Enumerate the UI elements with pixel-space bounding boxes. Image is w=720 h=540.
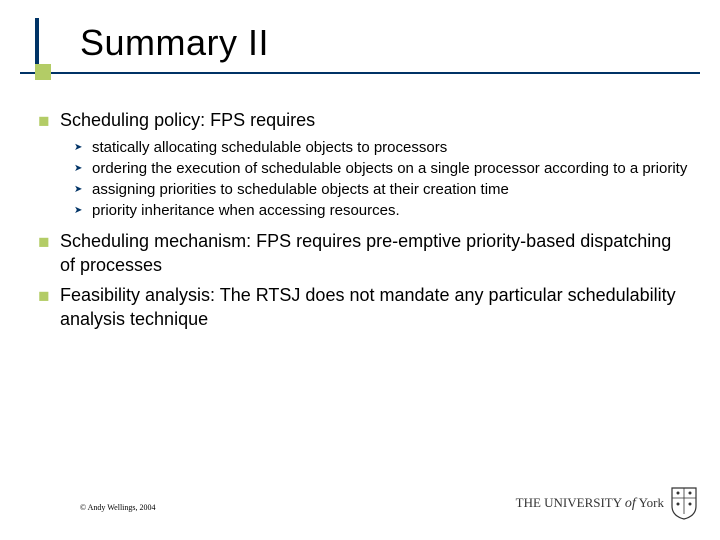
logo-name: York — [639, 495, 664, 510]
arrow-bullet-icon: ➤ — [74, 180, 92, 200]
bullet-level2: ➤ assigning priorities to schedulable ob… — [74, 180, 688, 200]
bullet-level2: ➤ priority inheritance when accessing re… — [74, 201, 688, 221]
logo-of: of — [625, 496, 636, 511]
sub-bullet-text: priority inheritance when accessing reso… — [92, 201, 688, 221]
bullet-level1: ◼ Feasibility analysis: The RTSJ does no… — [38, 283, 688, 331]
sub-bullet-group: ➤ statically allocating schedulable obje… — [74, 138, 688, 221]
bullet-text: Feasibility analysis: The RTSJ does not … — [60, 283, 688, 331]
logo-text: THE UNIVERSITY of York — [516, 495, 664, 512]
logo-prefix: THE UNIVERSITY — [516, 495, 622, 510]
sub-bullet-text: assigning priorities to schedulable obje… — [92, 180, 688, 200]
sub-bullet-text: statically allocating schedulable object… — [92, 138, 688, 158]
square-bullet-icon: ◼ — [38, 108, 60, 132]
arrow-bullet-icon: ➤ — [74, 201, 92, 221]
bullet-level2: ➤ statically allocating schedulable obje… — [74, 138, 688, 158]
bullet-level2: ➤ ordering the execution of schedulable … — [74, 159, 688, 179]
square-bullet-icon: ◼ — [38, 283, 60, 331]
slide: Summary II ◼ Scheduling policy: FPS requ… — [0, 0, 720, 540]
university-logo: THE UNIVERSITY of York — [516, 486, 698, 520]
sub-bullet-text: ordering the execution of schedulable ob… — [92, 159, 688, 179]
arrow-bullet-icon: ➤ — [74, 159, 92, 179]
content-area: ◼ Scheduling policy: FPS requires ➤ stat… — [38, 108, 688, 337]
bullet-text: Scheduling policy: FPS requires — [60, 108, 688, 132]
crest-icon — [670, 486, 698, 520]
title-accent-box — [35, 64, 51, 80]
bullet-text: Scheduling mechanism: FPS requires pre-e… — [60, 229, 688, 277]
bullet-level1: ◼ Scheduling policy: FPS requires — [38, 108, 688, 132]
arrow-bullet-icon: ➤ — [74, 138, 92, 158]
bullet-level1: ◼ Scheduling mechanism: FPS requires pre… — [38, 229, 688, 277]
title-rule-horizontal — [20, 72, 700, 74]
slide-title: Summary II — [80, 22, 269, 64]
square-bullet-icon: ◼ — [38, 229, 60, 277]
copyright-text: © Andy Wellings, 2004 — [80, 503, 156, 512]
